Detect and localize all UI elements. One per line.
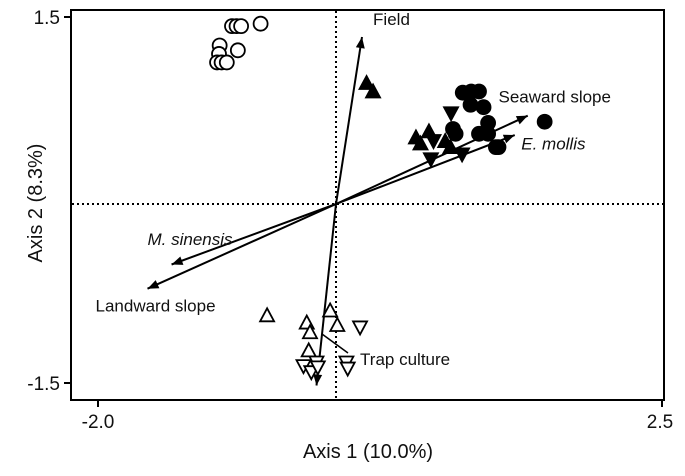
- vector-label-field: Field: [373, 10, 410, 29]
- point-circle-filled-2: [471, 83, 487, 100]
- vector-arrowhead-field: [355, 37, 365, 49]
- point-circle-open-2: [233, 18, 250, 35]
- point-triangle-down-filled-2: [422, 152, 440, 169]
- vector-label-seaward-slope: Seaward slope: [499, 87, 611, 106]
- point-triangle-up-open-4: [321, 301, 339, 318]
- y-axis-title: Axis 2 (8.3%): [25, 144, 47, 263]
- point-circle-filled-10: [536, 113, 553, 130]
- tick-layer: [64, 16, 663, 407]
- point-circle-filled-7: [480, 125, 497, 142]
- y-tick-label-top: 1.5: [34, 8, 60, 29]
- point-circle-filled-4: [475, 99, 492, 116]
- plot-frame: [70, 9, 665, 401]
- point-triangle-down-filled-0: [442, 106, 460, 123]
- point-circle-filled-12: [490, 139, 507, 156]
- point-triangle-down-open-5: [339, 361, 357, 378]
- point-circle-open-3: [252, 15, 269, 32]
- vector-label-trap-culture: Trap culture: [360, 350, 450, 369]
- point-triangle-up-open-0: [258, 306, 276, 323]
- vector-label-e-mollis: E. mollis: [521, 135, 586, 154]
- point-circle-open-8: [218, 54, 235, 71]
- vector-e-mollis: [335, 134, 516, 205]
- vector-label-landward-slope: Landward slope: [96, 297, 216, 316]
- vector-layer: Field Seaward slope E. mollis M. sinensis La…: [96, 10, 611, 386]
- point-triangle-up-open-5: [328, 316, 346, 332]
- vector-arrowhead-landward-slope: [147, 280, 160, 289]
- vector-arrowhead-e-mollis: [502, 134, 515, 144]
- point-triangle-down-open-3: [309, 360, 327, 377]
- point-triangle-up-filled-6: [441, 138, 459, 155]
- zero-lines: [72, 11, 663, 399]
- vector-trap-culture: [315, 203, 337, 386]
- point-triangle-up-filled-3: [411, 134, 430, 151]
- point-triangle-down-filled-1: [424, 134, 443, 150]
- point-triangle-down-open-6: [351, 320, 369, 337]
- vector-label-m-sinensis: M. sinensis: [148, 230, 234, 249]
- vector-field: [335, 36, 363, 205]
- vector-arrowhead-seaward-slope: [515, 115, 528, 125]
- x-axis-title: Axis 1 (10.0%): [303, 441, 433, 463]
- trap-culture-leader-line: [321, 333, 349, 354]
- y-tick-label-bottom: -1.5: [27, 374, 60, 395]
- point-triangle-up-open-2: [301, 323, 319, 340]
- point-triangle-up-open-3: [300, 341, 318, 358]
- vector-m-sinensis: [171, 203, 337, 266]
- point-circle-filled-9: [445, 121, 461, 137]
- point-layer: [209, 15, 553, 382]
- vector-arrowhead-m-sinensis: [171, 256, 184, 265]
- point-circle-open-9: [229, 42, 246, 59]
- x-tick-label-left: -2.0: [82, 412, 115, 433]
- vector-landward-slope: [147, 203, 337, 290]
- vector-arrowhead-trap-culture: [313, 374, 323, 386]
- point-triangle-up-filled-0: [358, 74, 376, 90]
- point-circle-filled-3: [462, 96, 479, 113]
- point-triangle-down-filled-3: [453, 147, 471, 164]
- point-triangle-up-filled-1: [364, 82, 382, 99]
- x-tick-label-right: 2.5: [647, 412, 673, 433]
